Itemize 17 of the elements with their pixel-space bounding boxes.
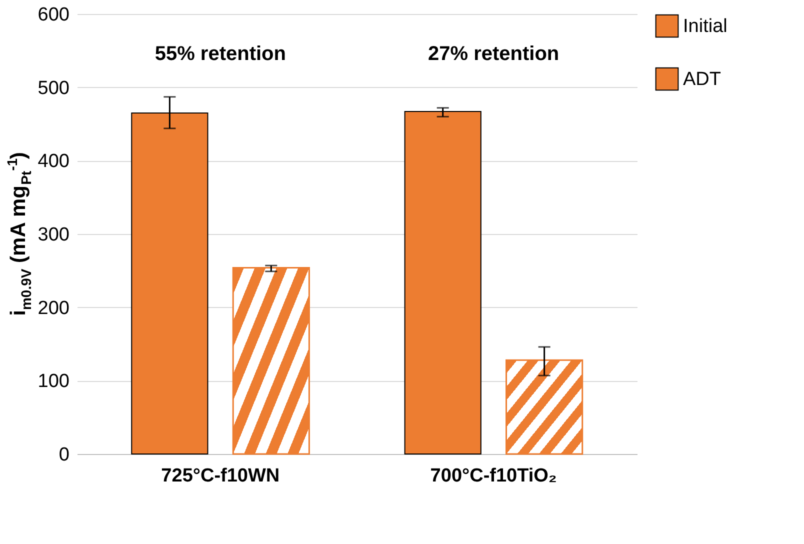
bar [506,359,584,455]
y-tick-label: 300 [38,224,70,246]
annotation: 27% retention [428,43,560,65]
y-tick-label: 200 [38,298,70,319]
legend-label: Initial [683,16,728,37]
x-tick-label: 700°C-f10TiO₂ [430,466,557,486]
y-tick-label: 0 [58,444,70,466]
y-tick-label: 600 [38,4,70,26]
bar [232,266,310,455]
y-tick-label: 400 [38,151,70,172]
y-tick-label: 500 [38,78,70,99]
bar [404,111,482,454]
x-tick-label: 725°C-f10WN [161,466,280,486]
y-axis-title: im0.9V (mA mgPt-1) [4,152,34,316]
legend-label: ADT [683,69,722,90]
y-tick-label: 100 [38,371,70,392]
annotation: 55% retention [154,43,286,65]
